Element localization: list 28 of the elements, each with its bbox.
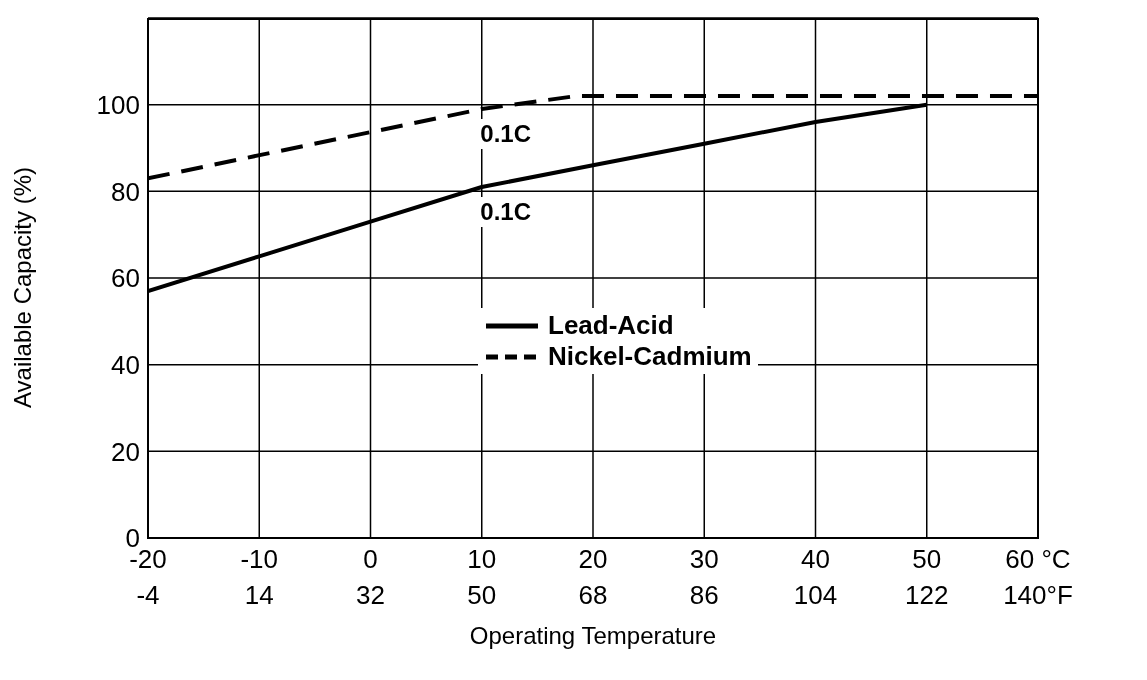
x2-tick-label: 122	[905, 580, 949, 610]
y-tick-label: 100	[96, 89, 140, 120]
x2-tick-label: 140°F	[1003, 580, 1073, 610]
x-tick-label: 20	[578, 544, 608, 575]
x-tick-label: 10	[467, 544, 497, 575]
y-tick-label: 20	[111, 436, 140, 467]
annotation: 0.1C	[477, 197, 534, 227]
x-axis-title: Operating Temperature	[469, 622, 717, 649]
x2-tick-label: 14	[244, 580, 274, 610]
x2-tick-label: 86	[689, 580, 719, 610]
legend-label: Lead-Acid	[548, 310, 674, 341]
x2-tick-label: -4	[136, 580, 160, 610]
annotation: 0.1C	[477, 119, 534, 149]
x2-tick-label: 104	[793, 580, 838, 610]
x2-tick-label: 50	[467, 580, 497, 610]
legend-label: Nickel-Cadmium	[548, 341, 752, 372]
y-axis-title: Available Capacity (%)	[8, 167, 36, 408]
y-tick-label: 40	[111, 349, 140, 380]
y-tick-label: 60	[111, 263, 140, 294]
x-tick-label: 60 °C	[1005, 544, 1071, 575]
x-tick-label: 0	[363, 544, 378, 575]
x-tick-label: -10	[240, 544, 279, 575]
x-tick-label: 40	[801, 544, 830, 575]
x-tick-label: 30	[689, 544, 719, 575]
x2-tick-label: 68	[578, 580, 608, 610]
x-tick-label: 50	[912, 544, 942, 575]
y-tick-label: 80	[111, 176, 140, 207]
x2-tick-label: 32	[356, 580, 385, 610]
